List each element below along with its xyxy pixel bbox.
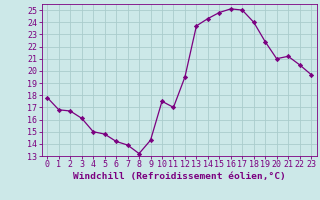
X-axis label: Windchill (Refroidissement éolien,°C): Windchill (Refroidissement éolien,°C) xyxy=(73,172,285,181)
